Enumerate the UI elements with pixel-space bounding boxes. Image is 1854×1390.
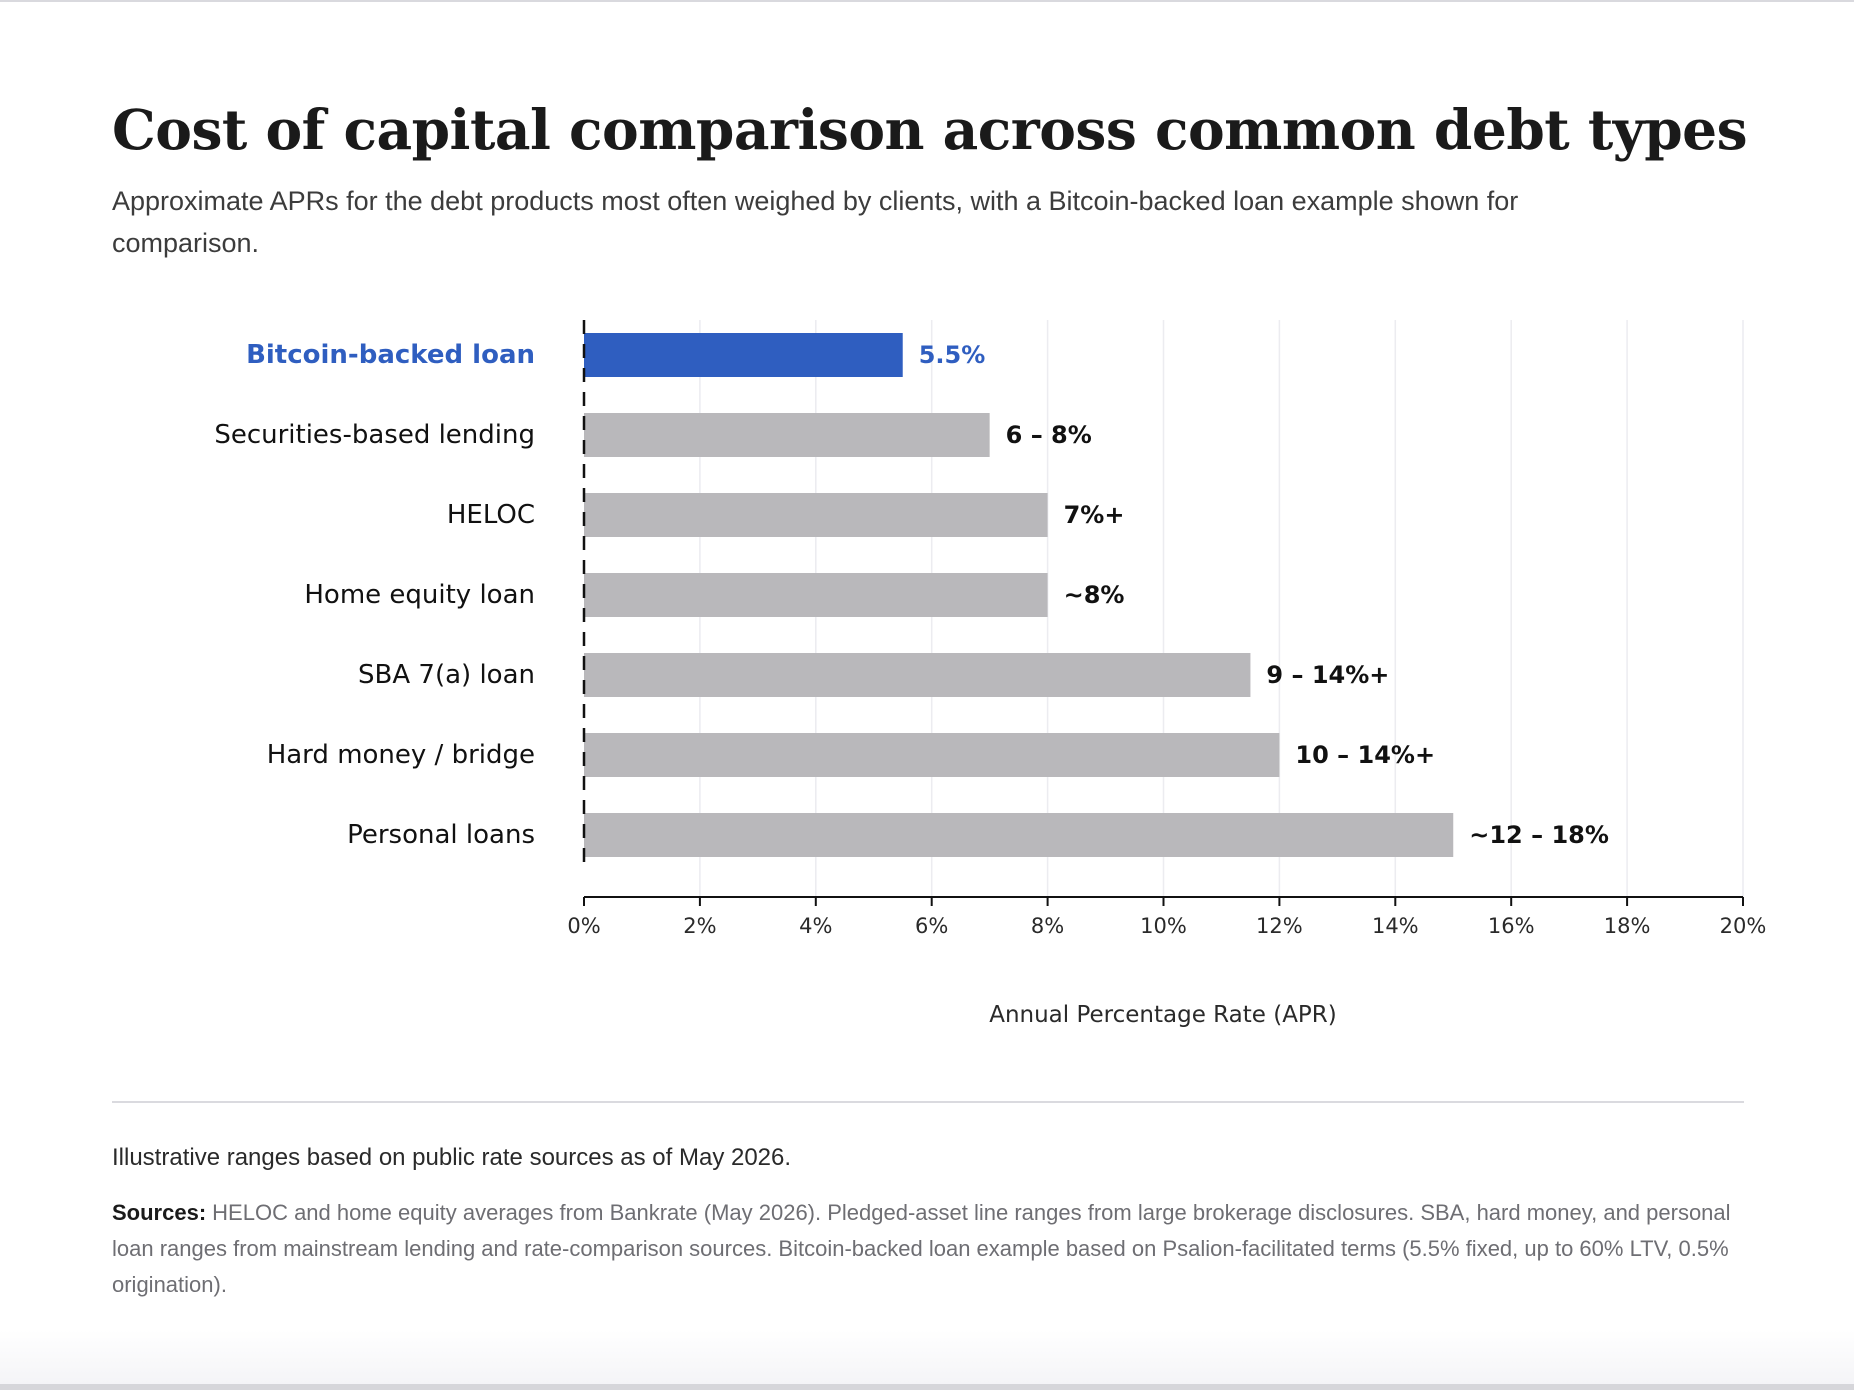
data-label: 5.5% xyxy=(919,341,986,369)
bar xyxy=(584,493,1048,537)
x-tick-label: 6% xyxy=(915,914,948,938)
bottom-border xyxy=(0,1384,1854,1390)
category-label: Bitcoin-backed loan xyxy=(246,340,535,370)
x-tick-label: 10% xyxy=(1140,914,1187,938)
x-tick-label: 0% xyxy=(567,914,600,938)
bar xyxy=(584,333,903,377)
chart-title: Cost of capital comparison across common… xyxy=(112,97,1748,162)
category-label: Hard money / bridge xyxy=(267,740,535,770)
x-tick-label: 20% xyxy=(1720,914,1767,938)
category-label: SBA 7(a) loan xyxy=(358,660,535,690)
data-label: 10 – 14%+ xyxy=(1295,741,1435,769)
bar xyxy=(584,573,1048,617)
bar xyxy=(584,653,1251,697)
category-label: Securities-based lending xyxy=(214,420,535,450)
bars: Bitcoin-backed loan 5.5% Securities-based … xyxy=(214,333,1609,857)
sources-text: Sources: HELOC and home equity averages f… xyxy=(112,1195,1752,1303)
x-axis-title: Annual Percentage Rate (APR) xyxy=(989,1002,1337,1028)
footer-divider xyxy=(112,1101,1744,1103)
bar xyxy=(584,733,1280,777)
category-label: Home equity loan xyxy=(304,580,535,610)
bottom-fade xyxy=(0,1330,1854,1390)
top-border xyxy=(0,0,1854,2)
data-label: ~8% xyxy=(1064,581,1125,609)
footnote: Illustrative ranges based on public rate… xyxy=(112,1144,792,1171)
chart-subtitle: Approximate APRs for the debt products m… xyxy=(112,186,1519,258)
category-label: Personal loans xyxy=(347,820,535,850)
x-tick-label: 16% xyxy=(1488,914,1535,938)
x-tick-label: 2% xyxy=(683,914,716,938)
x-tick-label: 14% xyxy=(1372,914,1419,938)
bar xyxy=(584,813,1454,857)
x-tick-label: 18% xyxy=(1604,914,1651,938)
bar xyxy=(584,413,990,457)
sources-label: Sources: xyxy=(112,1200,207,1225)
category-label: HELOC xyxy=(447,500,535,530)
sources-body: HELOC and home equity averages from Bank… xyxy=(112,1200,1731,1297)
x-axis: 0% 2% 4% 6% 8% 10% 12% 14% 16% 18% 20% xyxy=(567,320,1766,938)
bar-chart: Bitcoin-backed loan 5.5% Securities-based … xyxy=(214,320,1766,1028)
data-label: 7%+ xyxy=(1064,501,1125,529)
x-tick-label: 4% xyxy=(799,914,832,938)
x-tick-label: 12% xyxy=(1256,914,1303,938)
data-label: ~12 – 18% xyxy=(1469,821,1609,849)
data-label: 6 – 8% xyxy=(1006,421,1092,449)
x-tick-label: 8% xyxy=(1031,914,1064,938)
data-label: 9 – 14%+ xyxy=(1266,661,1389,689)
